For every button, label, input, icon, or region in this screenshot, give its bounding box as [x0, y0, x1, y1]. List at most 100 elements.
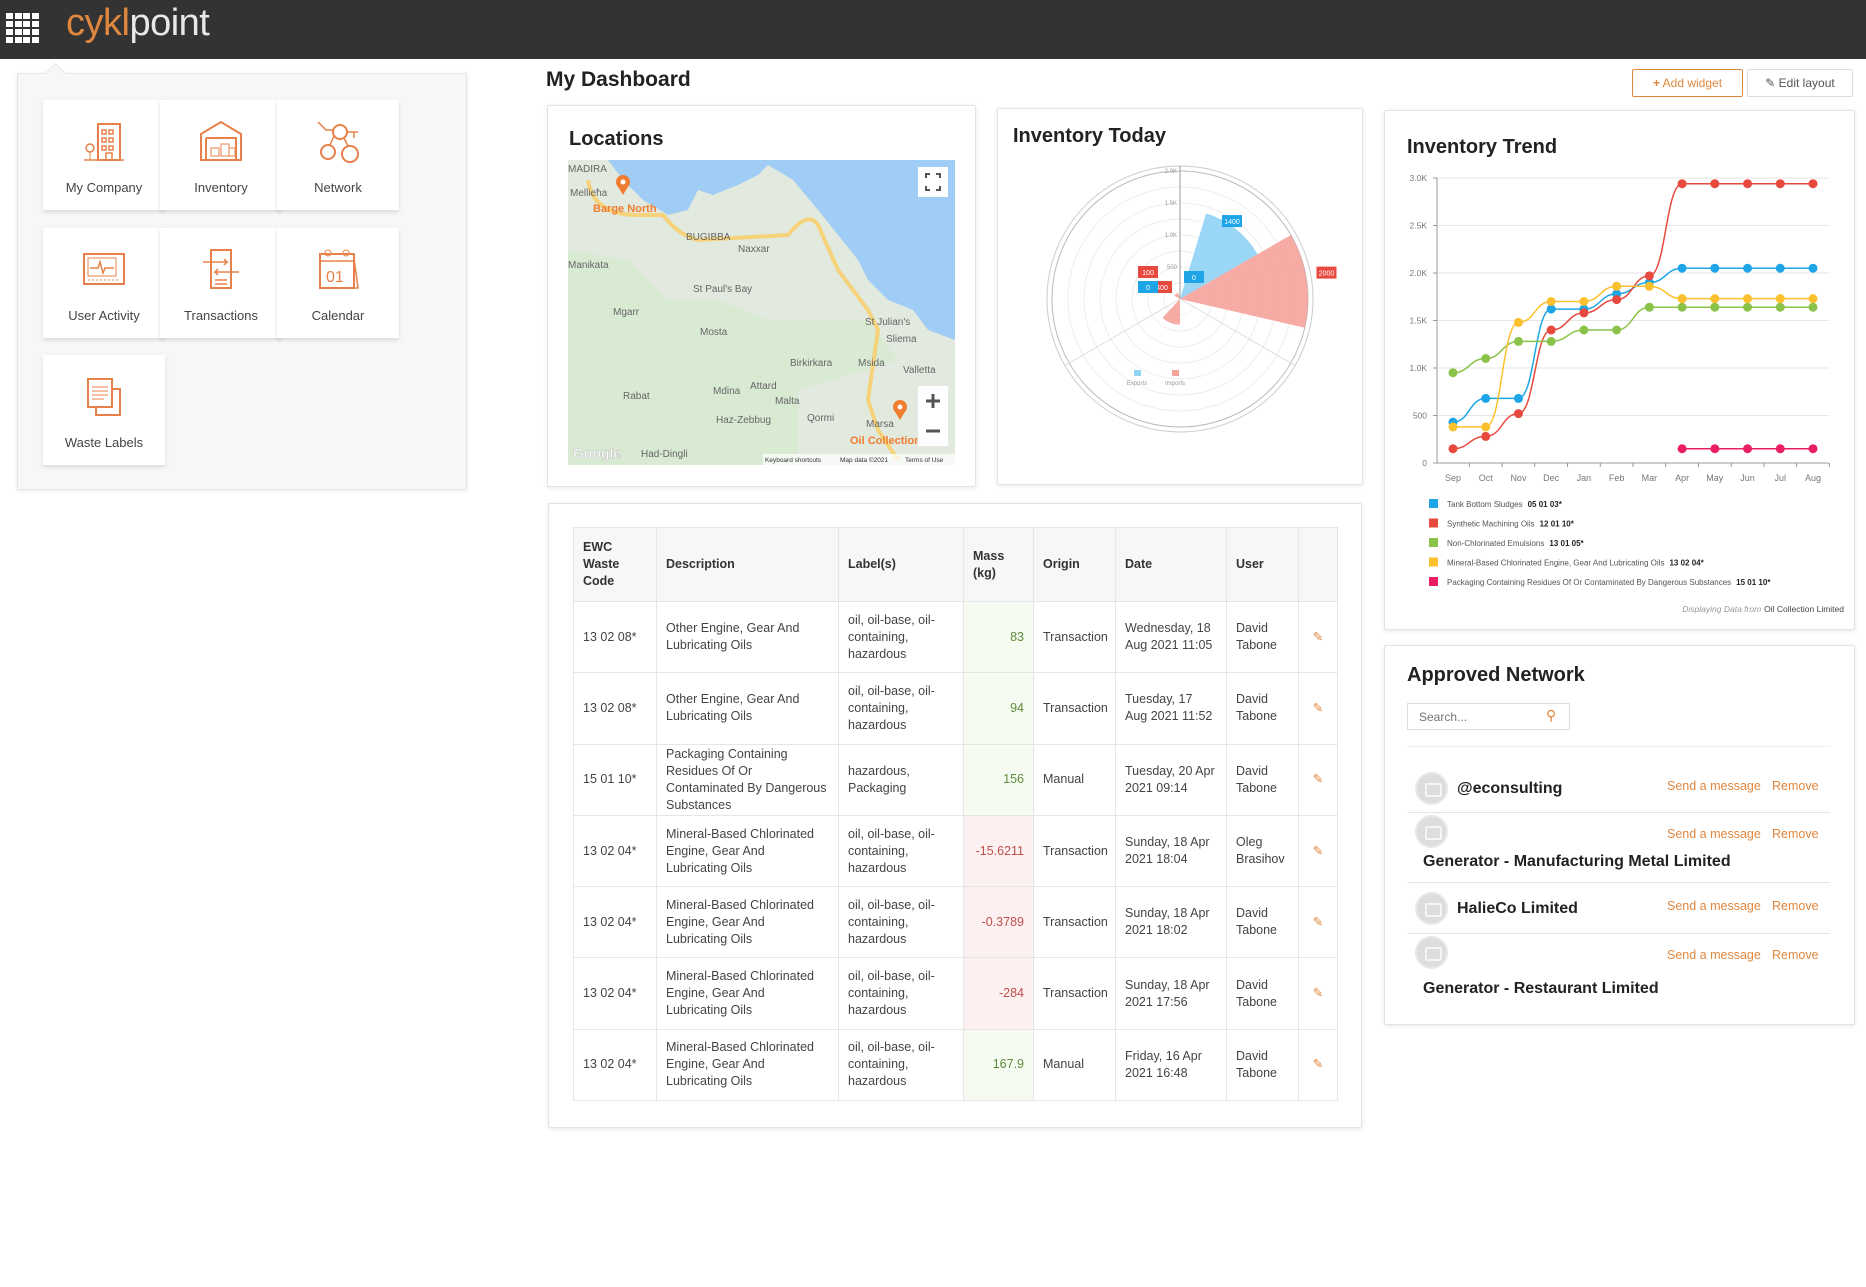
data-point [1710, 444, 1720, 454]
send-message-link[interactable]: Send a message [1667, 948, 1761, 962]
apps-grid-icon[interactable] [6, 13, 39, 43]
column-header[interactable]: Mass (kg) [963, 527, 1034, 602]
network-search-input[interactable] [1407, 703, 1570, 730]
data-point [1644, 271, 1654, 281]
edit-pencil-icon[interactable]: ✎ [1298, 743, 1338, 816]
data-point [1775, 263, 1785, 273]
column-header[interactable]: Description [656, 527, 839, 602]
remove-link[interactable]: Remove [1772, 827, 1819, 841]
send-message-link[interactable]: Send a message [1667, 899, 1761, 913]
cell-date: Wednesday, 18 Aug 2021 11:05 [1115, 600, 1227, 674]
map-marker-oil-collection[interactable]: Oil Collection [850, 400, 921, 447]
zoom-out-button[interactable] [918, 416, 948, 446]
divider [1407, 746, 1830, 747]
y-tick-label: 3.0K [1410, 173, 1428, 183]
send-message-link[interactable]: Send a message [1667, 827, 1761, 841]
legend-swatch [1429, 557, 1438, 567]
legend-item[interactable]: Packaging Containing Residues Of Or Cont… [1447, 578, 1771, 587]
edit-layout-button[interactable]: ✎ Edit layout [1747, 69, 1853, 97]
column-header[interactable]: Origin [1033, 527, 1116, 602]
cell-user: David Tabone [1226, 886, 1299, 959]
radial-tick-label: 500 [1167, 265, 1178, 271]
tile-label: Network [314, 180, 362, 195]
network-partner-name[interactable]: Generator - Manufacturing Metal Limited [1423, 853, 1731, 870]
launcher-tile-inventory[interactable]: Inventory [160, 100, 282, 210]
fullscreen-button[interactable] [918, 167, 948, 197]
data-point [1743, 294, 1753, 304]
cell-code: 13 02 04* [573, 957, 657, 1030]
avatar-placeholder-icon [1415, 892, 1448, 925]
fullscreen-icon [925, 173, 941, 191]
table-row[interactable]: 13 02 04* Mineral-Based Chlorinated Engin… [573, 814, 1338, 888]
launcher-tile-network[interactable]: Network [277, 100, 399, 210]
launcher-tile-user-activity[interactable]: User Activity [43, 228, 165, 338]
network-partner-name[interactable]: HalieCo Limited [1457, 900, 1578, 917]
data-label: 2000 [1319, 271, 1335, 278]
column-header[interactable]: EWC Waste Code [573, 527, 657, 602]
x-tick-label: Apr [1675, 473, 1689, 483]
data-point [1481, 422, 1491, 432]
data-label: 100 [1142, 270, 1154, 277]
network-partner-name[interactable]: @econsulting [1457, 779, 1563, 797]
tile-label: Waste Labels [64, 435, 144, 450]
logo[interactable]: cyklpoint [66, 2, 210, 45]
edit-pencil-icon[interactable]: ✎ [1298, 814, 1338, 888]
table-row[interactable]: 13 02 08* Other Engine, Gear And Lubricat… [573, 600, 1338, 674]
data-point [1579, 297, 1589, 306]
data-label-box [1138, 281, 1158, 293]
table-row[interactable]: 15 01 10* Packaging Containing Residues O… [573, 743, 1338, 816]
column-header[interactable]: Label(s) [838, 527, 964, 602]
map-shortcuts-link[interactable]: Keyboard shortcuts [765, 457, 822, 464]
remove-link[interactable]: Remove [1772, 899, 1819, 913]
polar-spoke [1179, 298, 1296, 366]
legend-swatch [1429, 538, 1438, 547]
legend-label[interactable]: Exports [1127, 381, 1147, 387]
remove-link[interactable]: Remove [1772, 948, 1819, 962]
waste-table: EWC Waste Code Description Label(s) Mass (k… [573, 527, 1338, 1102]
table-row[interactable]: 13 02 08* Other Engine, Gear And Lubricat… [573, 672, 1338, 745]
edit-pencil-icon[interactable]: ✎ [1298, 672, 1338, 745]
edit-pencil-icon[interactable]: ✎ [1298, 600, 1338, 674]
send-message-link[interactable]: Send a message [1667, 778, 1761, 793]
launcher-tile-transactions[interactable]: Transactions [160, 228, 282, 338]
column-header[interactable]: Date [1115, 527, 1227, 602]
map[interactable]: Mellieħa BUGIBBA St Paul's Bay Naxxar Manika… [568, 160, 955, 465]
data-point [1448, 368, 1458, 378]
column-header[interactable]: User [1226, 527, 1299, 602]
edit-pencil-icon[interactable]: ✎ [1298, 886, 1338, 959]
x-tick-label: Sep [1445, 473, 1461, 483]
data-point [1579, 325, 1589, 335]
data-point [1579, 308, 1589, 318]
map-marker-barge-north[interactable]: Barge North [593, 175, 657, 215]
zoom-in-button[interactable] [918, 386, 948, 416]
cell-mass: 94 [963, 672, 1034, 745]
cell-description: Mineral-Based Chlorinated Engine, Gear A… [656, 957, 839, 1030]
legend-item[interactable]: Synthetic Machining Oils 12 01 10* [1447, 520, 1575, 529]
legend-item[interactable]: Tank Bottom Sludges 05 01 03* [1447, 500, 1563, 509]
table-row[interactable]: 13 02 04* Mineral-Based Chlorinated Engin… [573, 886, 1338, 959]
remove-link[interactable]: Remove [1772, 778, 1819, 793]
add-widget-button[interactable]: + Add widget [1632, 69, 1743, 97]
legend-code: 13 01 05* [1549, 539, 1584, 548]
legend-label[interactable]: Imports [1165, 381, 1185, 387]
edit-pencil-icon[interactable]: ✎ [1298, 957, 1338, 1030]
data-point [1743, 302, 1753, 312]
map-place-label: Marsa [866, 419, 894, 430]
data-point [1677, 444, 1687, 454]
edit-pencil-icon[interactable]: ✎ [1298, 1028, 1338, 1102]
network-partner-name[interactable]: Generator - Restaurant Limited [1423, 980, 1659, 997]
launcher-tile-my-company[interactable]: My Company [43, 100, 165, 210]
avatar-placeholder-icon [1415, 815, 1448, 848]
launcher-tile-waste-labels[interactable]: Waste Labels [43, 355, 165, 465]
table-row[interactable]: 13 02 04* Mineral-Based Chlorinated Engin… [573, 1028, 1338, 1102]
legend-item[interactable]: Mineral-Based Chlorinated Engine, Gear A… [1447, 559, 1705, 568]
search-icon[interactable]: ⚲ [1546, 707, 1557, 723]
column-header[interactable] [1298, 527, 1338, 602]
launcher-tile-calendar[interactable]: 01 Calendar [277, 228, 399, 338]
network-list-item: Generator - Manufacturing Metal Limited … [1407, 813, 1830, 883]
legend-item[interactable]: Non-Chlorinated Emulsions 13 01 05* [1447, 539, 1585, 548]
map-terms-link[interactable]: Terms of Use [905, 457, 944, 464]
table-row[interactable]: 13 02 04* Mineral-Based Chlorinated Engin… [573, 957, 1338, 1030]
legend-swatch [1429, 518, 1438, 528]
network-icon [317, 121, 359, 163]
